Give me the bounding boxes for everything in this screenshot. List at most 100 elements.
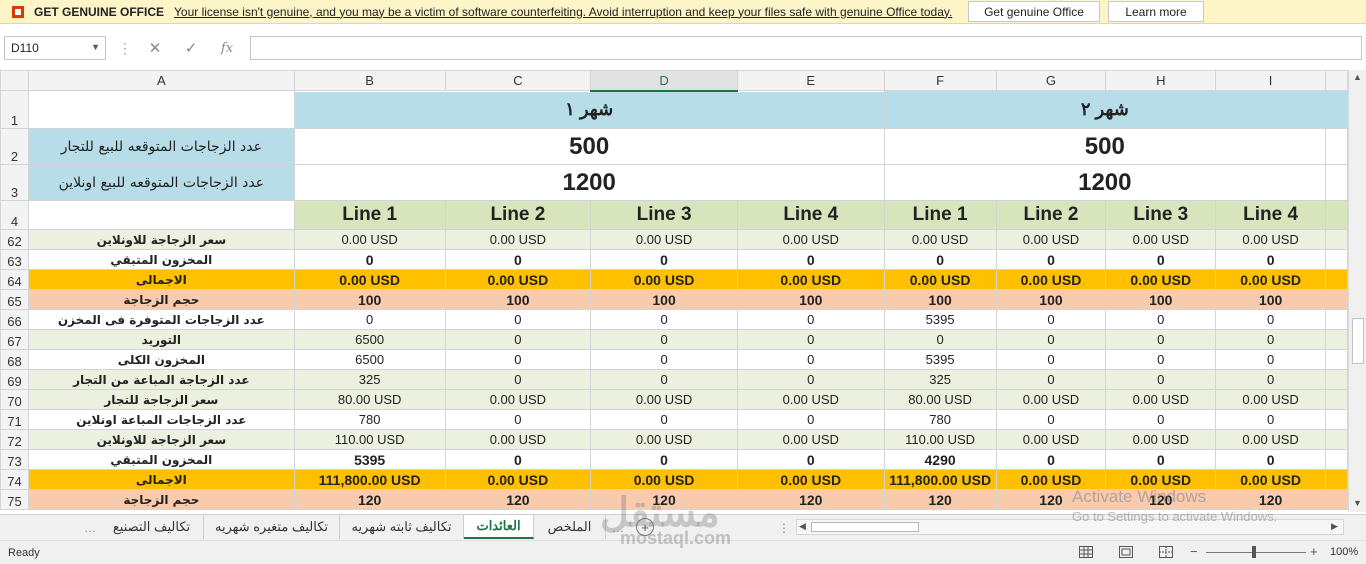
- cell[interactable]: [1325, 489, 1348, 510]
- cell[interactable]: 0.00 USD: [1105, 429, 1217, 450]
- cell[interactable]: [1325, 349, 1348, 370]
- cell[interactable]: 0.00 USD: [293, 269, 446, 290]
- cell[interactable]: 0.00 USD: [1215, 429, 1326, 450]
- cell[interactable]: 0.00 USD: [1215, 229, 1326, 250]
- cell[interactable]: 120: [1215, 489, 1326, 510]
- row-header[interactable]: 4: [0, 200, 29, 230]
- page-layout-view-icon[interactable]: [1118, 545, 1134, 559]
- chevron-down-icon[interactable]: ▼: [91, 42, 100, 52]
- tabs-more-right-icon[interactable]: …: [612, 521, 624, 535]
- line-header[interactable]: Line 4: [1215, 200, 1326, 230]
- cell[interactable]: 0.00 USD: [883, 269, 997, 290]
- row-header[interactable]: 70: [0, 389, 29, 410]
- line-header[interactable]: Line 4: [736, 200, 885, 230]
- cell[interactable]: [1325, 249, 1348, 270]
- row-label[interactable]: سعر الزجاجة للاونلاين: [27, 429, 295, 450]
- row-header[interactable]: 62: [0, 229, 29, 250]
- cell[interactable]: 0: [444, 249, 592, 270]
- zoom-level[interactable]: 100%: [1330, 546, 1359, 558]
- worksheet-grid[interactable]: A B C D E F G H I 1 شهر ١ شهر ٢ 2: [0, 70, 1348, 512]
- cell[interactable]: 780: [883, 409, 997, 430]
- cell[interactable]: 0: [293, 309, 446, 330]
- month-2-online-forecast[interactable]: 1200: [883, 164, 1327, 201]
- line-header[interactable]: Line 3: [590, 200, 738, 230]
- cell[interactable]: 0: [590, 409, 738, 430]
- cell[interactable]: [1325, 309, 1348, 330]
- cell[interactable]: 100: [995, 289, 1107, 310]
- cell[interactable]: 0: [444, 349, 592, 370]
- cell[interactable]: 0.00 USD: [590, 429, 738, 450]
- cell[interactable]: 0: [736, 349, 885, 370]
- cell[interactable]: 0: [590, 329, 738, 350]
- row-header[interactable]: 3: [0, 164, 29, 201]
- cell[interactable]: 0.00 USD: [736, 269, 885, 290]
- cell[interactable]: 80.00 USD: [293, 389, 446, 410]
- cell[interactable]: 0: [995, 249, 1107, 270]
- cell[interactable]: [1325, 164, 1348, 201]
- row-header[interactable]: 74: [0, 469, 29, 490]
- row-header[interactable]: 73: [0, 449, 29, 470]
- cell[interactable]: 100: [883, 289, 997, 310]
- cell[interactable]: 0.00 USD: [995, 429, 1107, 450]
- cell[interactable]: 0.00 USD: [1105, 229, 1217, 250]
- cell[interactable]: 5395: [883, 309, 997, 330]
- row-label[interactable]: الاجمالى: [27, 269, 295, 290]
- insert-function-icon[interactable]: fx: [220, 40, 234, 56]
- row-header[interactable]: 68: [0, 349, 29, 370]
- cell[interactable]: 0: [736, 449, 885, 470]
- add-sheet-icon[interactable]: +: [636, 518, 654, 536]
- row-label[interactable]: عدد الزجاجات المباعة اونلاين: [27, 409, 295, 430]
- cell[interactable]: 0.00 USD: [1105, 469, 1217, 490]
- cell[interactable]: 4290: [883, 449, 997, 470]
- row-header[interactable]: 66: [0, 309, 29, 330]
- cell[interactable]: 0.00 USD: [444, 389, 592, 410]
- column-header-selected[interactable]: D: [590, 70, 738, 92]
- tab-summary[interactable]: الملخص: [534, 515, 606, 539]
- cell[interactable]: 0.00 USD: [590, 229, 738, 250]
- zoom-slider[interactable]: [1206, 552, 1306, 553]
- cell[interactable]: 0: [883, 249, 997, 270]
- cell[interactable]: 0.00 USD: [444, 469, 592, 490]
- cell[interactable]: 0.00 USD: [883, 229, 997, 250]
- zoom-out-icon[interactable]: −: [1190, 544, 1198, 559]
- cell[interactable]: 0: [995, 329, 1107, 350]
- row-header[interactable]: 65: [0, 289, 29, 310]
- cell[interactable]: 0.00 USD: [1215, 469, 1326, 490]
- cell[interactable]: 0: [1215, 449, 1326, 470]
- horizontal-scrollbar[interactable]: ◀ ▶: [796, 519, 1344, 535]
- cell[interactable]: 0: [590, 369, 738, 390]
- row-header[interactable]: 71: [0, 409, 29, 430]
- month-2-header[interactable]: شهر ٢: [883, 90, 1327, 129]
- cell[interactable]: 0: [444, 329, 592, 350]
- page-break-view-icon[interactable]: [1158, 545, 1174, 559]
- cell[interactable]: [27, 90, 295, 129]
- cell[interactable]: 80.00 USD: [883, 389, 997, 410]
- cell[interactable]: 110.00 USD: [293, 429, 446, 450]
- cell[interactable]: 0.00 USD: [590, 389, 738, 410]
- cell[interactable]: 0.00 USD: [736, 469, 885, 490]
- column-header[interactable]: H: [1105, 70, 1217, 91]
- row-label[interactable]: حجم الزجاجة: [27, 489, 295, 510]
- line-header[interactable]: Line 1: [883, 200, 997, 230]
- cell[interactable]: 0: [590, 449, 738, 470]
- cell[interactable]: 0: [1105, 369, 1217, 390]
- cell[interactable]: 0.00 USD: [1105, 269, 1217, 290]
- cell[interactable]: 0.00 USD: [736, 429, 885, 450]
- cell[interactable]: [1325, 409, 1348, 430]
- cancel-icon[interactable]: ✕: [148, 40, 162, 57]
- cell[interactable]: 0: [995, 369, 1107, 390]
- tab-manufacturing-costs[interactable]: تكاليف التصنيع: [100, 515, 204, 539]
- row-header[interactable]: 2: [0, 128, 29, 165]
- cell[interactable]: 780: [293, 409, 446, 430]
- cell[interactable]: 0.00 USD: [444, 229, 592, 250]
- cell[interactable]: [1325, 469, 1348, 490]
- cell[interactable]: 0: [1105, 249, 1217, 270]
- zoom-slider-thumb[interactable]: [1252, 546, 1256, 558]
- column-header-partial[interactable]: [1325, 70, 1348, 91]
- row-header[interactable]: 63: [0, 249, 29, 270]
- cell[interactable]: 0.00 USD: [444, 429, 592, 450]
- row-header[interactable]: 69: [0, 369, 29, 390]
- cell[interactable]: 111,800.00 USD: [883, 469, 997, 490]
- cell[interactable]: 0.00 USD: [995, 229, 1107, 250]
- cell[interactable]: 325: [293, 369, 446, 390]
